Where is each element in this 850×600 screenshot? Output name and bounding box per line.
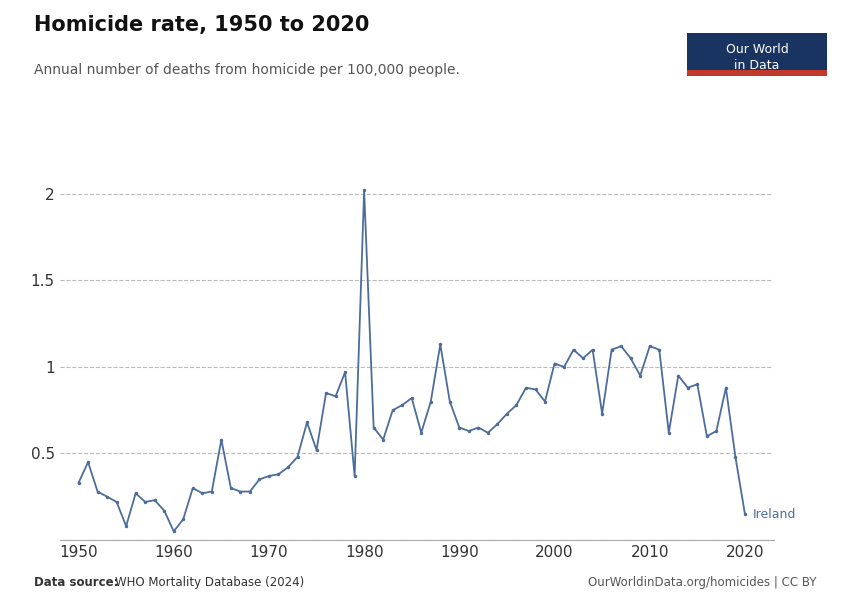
Text: WHO Mortality Database (2024): WHO Mortality Database (2024) <box>115 576 304 589</box>
Text: OurWorldinData.org/homicides | CC BY: OurWorldinData.org/homicides | CC BY <box>587 576 816 589</box>
Text: Our World
in Data: Our World in Data <box>726 43 788 73</box>
Text: Homicide rate, 1950 to 2020: Homicide rate, 1950 to 2020 <box>34 15 370 35</box>
Text: Annual number of deaths from homicide per 100,000 people.: Annual number of deaths from homicide pe… <box>34 63 460 77</box>
Text: Data source:: Data source: <box>34 576 118 589</box>
Text: Ireland: Ireland <box>752 508 796 521</box>
